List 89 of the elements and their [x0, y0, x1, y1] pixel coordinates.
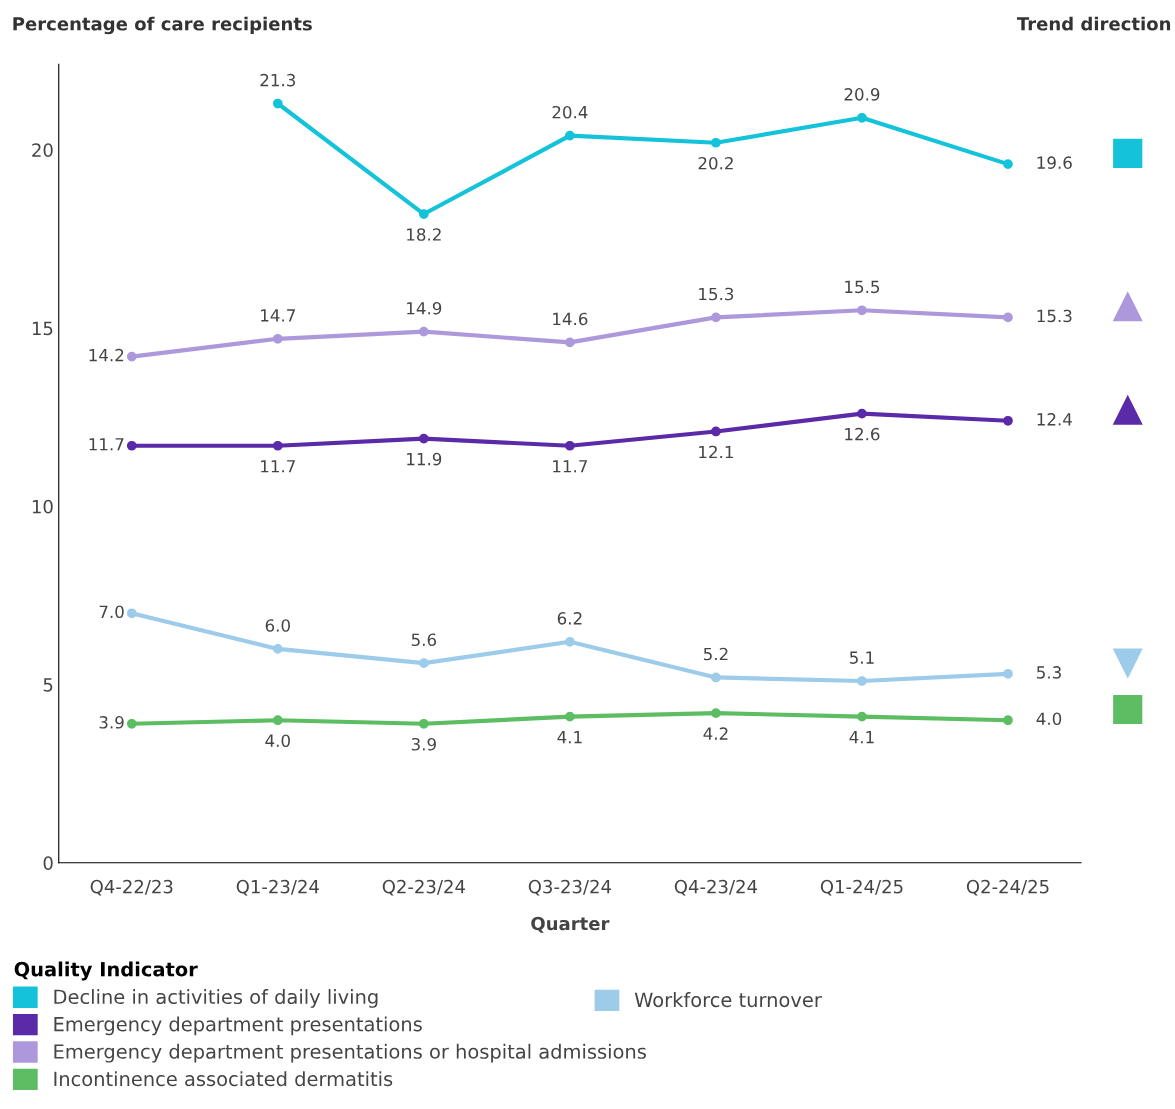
legend-label: Decline in activities of daily living	[54, 989, 378, 1008]
point	[272, 440, 283, 451]
point	[857, 711, 867, 722]
point	[1003, 415, 1013, 426]
point	[1003, 669, 1013, 679]
point	[857, 676, 867, 686]
x-tick-label: Q3-23/24	[528, 879, 611, 896]
data-label: 12.1	[699, 445, 733, 459]
point	[711, 426, 721, 437]
point	[126, 718, 137, 729]
point	[711, 312, 721, 323]
legend-label: Emergency department presentations or hospital admissions	[54, 1043, 646, 1063]
point	[418, 209, 429, 219]
data-label: 15.3	[1037, 309, 1072, 323]
point	[565, 440, 575, 451]
x-tick-label: Q4-22/23	[90, 879, 173, 896]
data-label: 20.4	[552, 105, 588, 119]
x-tick-label: Q1-23/24	[236, 879, 319, 896]
data-label: 15.3	[699, 287, 734, 301]
point	[565, 711, 575, 722]
y-tick-label: 10	[32, 499, 53, 514]
point	[565, 130, 575, 141]
point	[126, 351, 137, 362]
legend-label: Workforce turnover	[634, 992, 822, 1008]
point	[418, 326, 429, 337]
data-label: 14.7	[261, 309, 295, 322]
data-label: 3.9	[99, 716, 124, 729]
legend-label: Emergency department presentations	[54, 1016, 422, 1036]
legend-title: Quality Indicator	[14, 961, 198, 981]
data-label: 4.0	[1036, 712, 1062, 726]
y-tick-label: 20	[32, 143, 53, 157]
x-axis-title: Quarter	[531, 916, 610, 933]
point	[711, 137, 721, 148]
legend-label: Incontinence associated dermatitis	[54, 1071, 393, 1087]
data-label: 14.2	[89, 348, 124, 362]
data-label: 15.5	[845, 280, 880, 294]
point	[565, 636, 575, 647]
data-label: 20.2	[698, 156, 733, 170]
point	[272, 333, 283, 344]
point	[711, 708, 721, 718]
data-label: 14.6	[553, 312, 588, 326]
point	[857, 305, 867, 316]
point	[1003, 312, 1013, 323]
point	[1003, 715, 1013, 726]
data-label: 11.7	[89, 438, 124, 451]
point	[272, 98, 283, 109]
point	[1003, 159, 1013, 169]
data-label: 3.9	[411, 737, 436, 751]
data-label: 4.0	[265, 734, 290, 748]
x-tick-label: Q1-24/25	[820, 879, 903, 896]
x-tick-label: Q2-23/24	[382, 879, 465, 896]
data-label: 6.0	[265, 619, 290, 632]
data-label: 18.2	[407, 228, 441, 241]
data-label: 7.0	[99, 605, 124, 619]
data-label: 4.1	[849, 731, 874, 744]
y-tick-label: 5	[43, 678, 53, 692]
data-label: 11.7	[553, 460, 588, 473]
data-label: 11.7	[261, 460, 295, 473]
point	[272, 715, 283, 726]
x-tick-label: Q4-23/24	[674, 879, 758, 896]
data-label: 5.6	[411, 633, 437, 647]
y-tick-label: 0	[43, 856, 53, 870]
data-label: 12.6	[845, 427, 880, 441]
text: Trend direction	[1016, 16, 1171, 31]
data-label: 6.2	[557, 612, 582, 625]
point	[857, 112, 867, 123]
point	[418, 433, 429, 444]
data-label: 19.6	[1037, 156, 1072, 169]
point	[418, 718, 429, 729]
data-label: 4.2	[703, 727, 728, 740]
y-tick-label: 15	[32, 321, 53, 336]
data-label: 14.9	[407, 301, 442, 315]
x-tick-label: Q2-24/25	[966, 879, 1049, 896]
point	[126, 440, 137, 451]
data-label: 21.3	[260, 73, 296, 87]
data-label: 20.9	[844, 88, 880, 101]
data-label: 4.1	[557, 731, 582, 744]
point	[711, 672, 721, 683]
point	[418, 658, 429, 669]
data-label: 5.2	[703, 647, 728, 661]
data-label: 11.9	[407, 452, 442, 466]
point	[272, 644, 283, 654]
y-axis-title: Percentage of care recipients	[13, 16, 312, 35]
point	[126, 608, 137, 619]
data-label: 5.3	[1037, 666, 1061, 679]
data-label: 12.4	[1037, 413, 1072, 426]
point	[565, 337, 575, 348]
point	[857, 408, 867, 419]
data-label: 5.1	[849, 651, 874, 664]
